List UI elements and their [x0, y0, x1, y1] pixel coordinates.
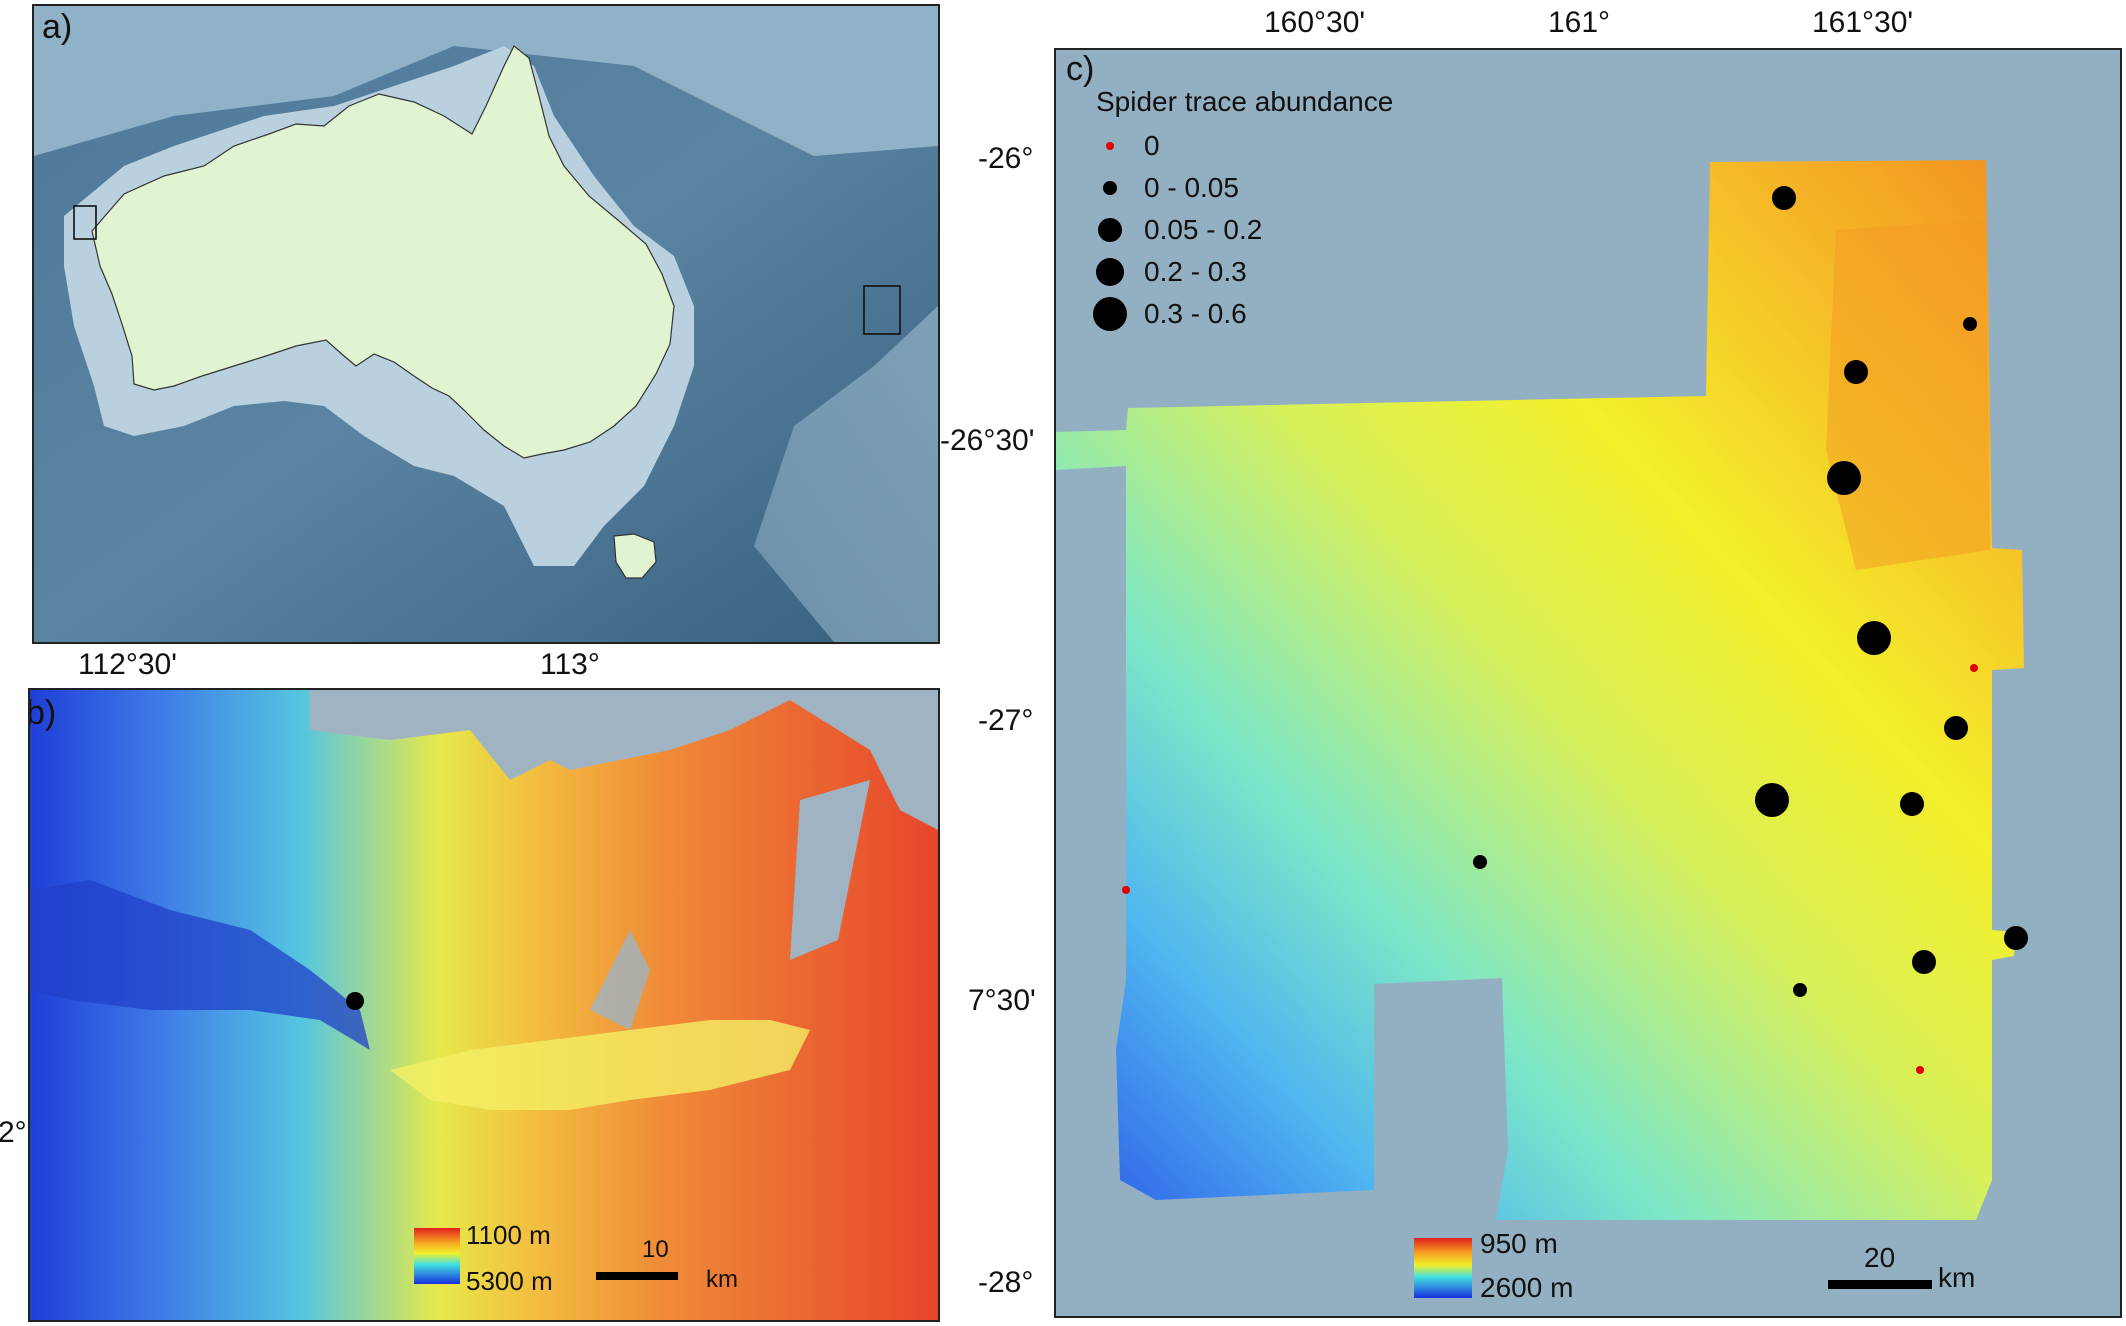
abundance-legend-label: 0 - 0.05: [1144, 172, 1239, 203]
scalebar-c-unit: km: [1938, 1262, 1976, 1293]
lat-tick-7-30: 7°30': [968, 984, 1036, 1017]
abundance-legend-symbol: [1098, 218, 1122, 242]
abundance-legend-label: 0.05 - 0.2: [1144, 214, 1263, 245]
site-marker: [1827, 461, 1861, 495]
inset-box-b: [73, 205, 97, 240]
scalebar-c-value: 20: [1864, 1242, 1896, 1273]
abundance-legend-label: 0.3 - 0.6: [1144, 298, 1247, 329]
site-marker: [1970, 664, 1978, 672]
site-marker: [1912, 950, 1936, 974]
site-marker: [1944, 716, 1968, 740]
scalebar-c: [1828, 1280, 1932, 1289]
panel-b-label: b): [28, 694, 57, 732]
panel-b-bathymetry: [30, 690, 938, 1320]
australia-landmass: [91, 45, 675, 459]
lat-tick-b-partial: 2°: [0, 1116, 27, 1149]
site-marker: [1793, 983, 1807, 997]
abundance-legend-symbol: [1093, 297, 1127, 331]
depth-colorbar-b: [414, 1228, 460, 1284]
site-marker: [1755, 783, 1789, 817]
site-marker: [1916, 1066, 1924, 1074]
lon-tick-161-30: 161°30': [1812, 6, 1914, 39]
site-marker: [1473, 855, 1487, 869]
abundance-legend-title: Spider trace abundance: [1096, 86, 1394, 117]
abundance-legend-item: 0.3 - 0.6: [1093, 296, 1393, 338]
scalebar-b-value: 10: [642, 1236, 669, 1263]
lat-tick-minus27: -27°: [978, 704, 1034, 737]
tasmania-landmass: [613, 533, 657, 579]
panel-c-bathymetry: [1056, 50, 2120, 1316]
abundance-legend-label: 0: [1144, 130, 1160, 161]
survey-area: [1056, 160, 2024, 1220]
lat-tick-minus26: -26°: [978, 142, 1034, 175]
abundance-legend-symbol: [1096, 258, 1124, 286]
abundance-legend-label: 0.2 - 0.3: [1144, 256, 1247, 287]
site-marker: [1844, 360, 1868, 384]
site-marker: [1900, 792, 1924, 816]
site-marker: [1772, 186, 1796, 210]
abundance-legend-item: 0: [1096, 128, 1393, 170]
legend-c-bottom: 2600 m: [1480, 1272, 1574, 1303]
abundance-legend-item: 0.2 - 0.3: [1096, 254, 1393, 296]
lon-tick-112-30: 112°30': [78, 648, 177, 681]
abundance-legend: Spider trace abundance 0 0 - 0.05 0.05 - 0…: [1093, 86, 1394, 338]
abundance-legend-item: 0 - 0.05: [1096, 170, 1393, 212]
abundance-legend-symbol: [1106, 142, 1114, 150]
panel-c-label: c): [1066, 50, 1095, 88]
site-marker: [1963, 317, 1977, 331]
abundance-legend-item: 0.05 - 0.2: [1096, 212, 1393, 254]
depth-colorbar-c: [1414, 1238, 1472, 1298]
legend-b-bottom: 5300 m: [466, 1266, 553, 1296]
site-marker: [1122, 886, 1130, 894]
lat-tick-minus26-30: -26°30': [940, 424, 1035, 457]
site-marker: [1857, 621, 1891, 655]
lon-tick-161: 161°: [1548, 6, 1611, 39]
lat-tick-minus28: -28°: [978, 1266, 1034, 1299]
scalebar-b: [596, 1272, 678, 1280]
site-marker: [2004, 926, 2028, 950]
scalebar-b-unit: km: [706, 1266, 738, 1293]
site-markers-c: [1056, 50, 2120, 1316]
lon-tick-113: 113°: [540, 648, 600, 681]
australia-relief-map: [34, 6, 938, 642]
panel-c-map: c) Spider trace abundance 0 0 - 0.05 0.05 …: [1054, 48, 2122, 1318]
inset-box-c: [863, 285, 901, 335]
panel-a-map: a): [32, 4, 940, 644]
lon-tick-160-30: 160°30': [1264, 6, 1366, 39]
panel-b-map: b) 1100 m 5300 m 10 km: [28, 688, 940, 1322]
panel-a-label: a): [42, 8, 73, 46]
abundance-legend-symbol: [1103, 181, 1117, 195]
legend-c-top: 950 m: [1480, 1228, 1558, 1259]
legend-b-top: 1100 m: [466, 1220, 551, 1250]
site-marker-b: [346, 992, 364, 1010]
